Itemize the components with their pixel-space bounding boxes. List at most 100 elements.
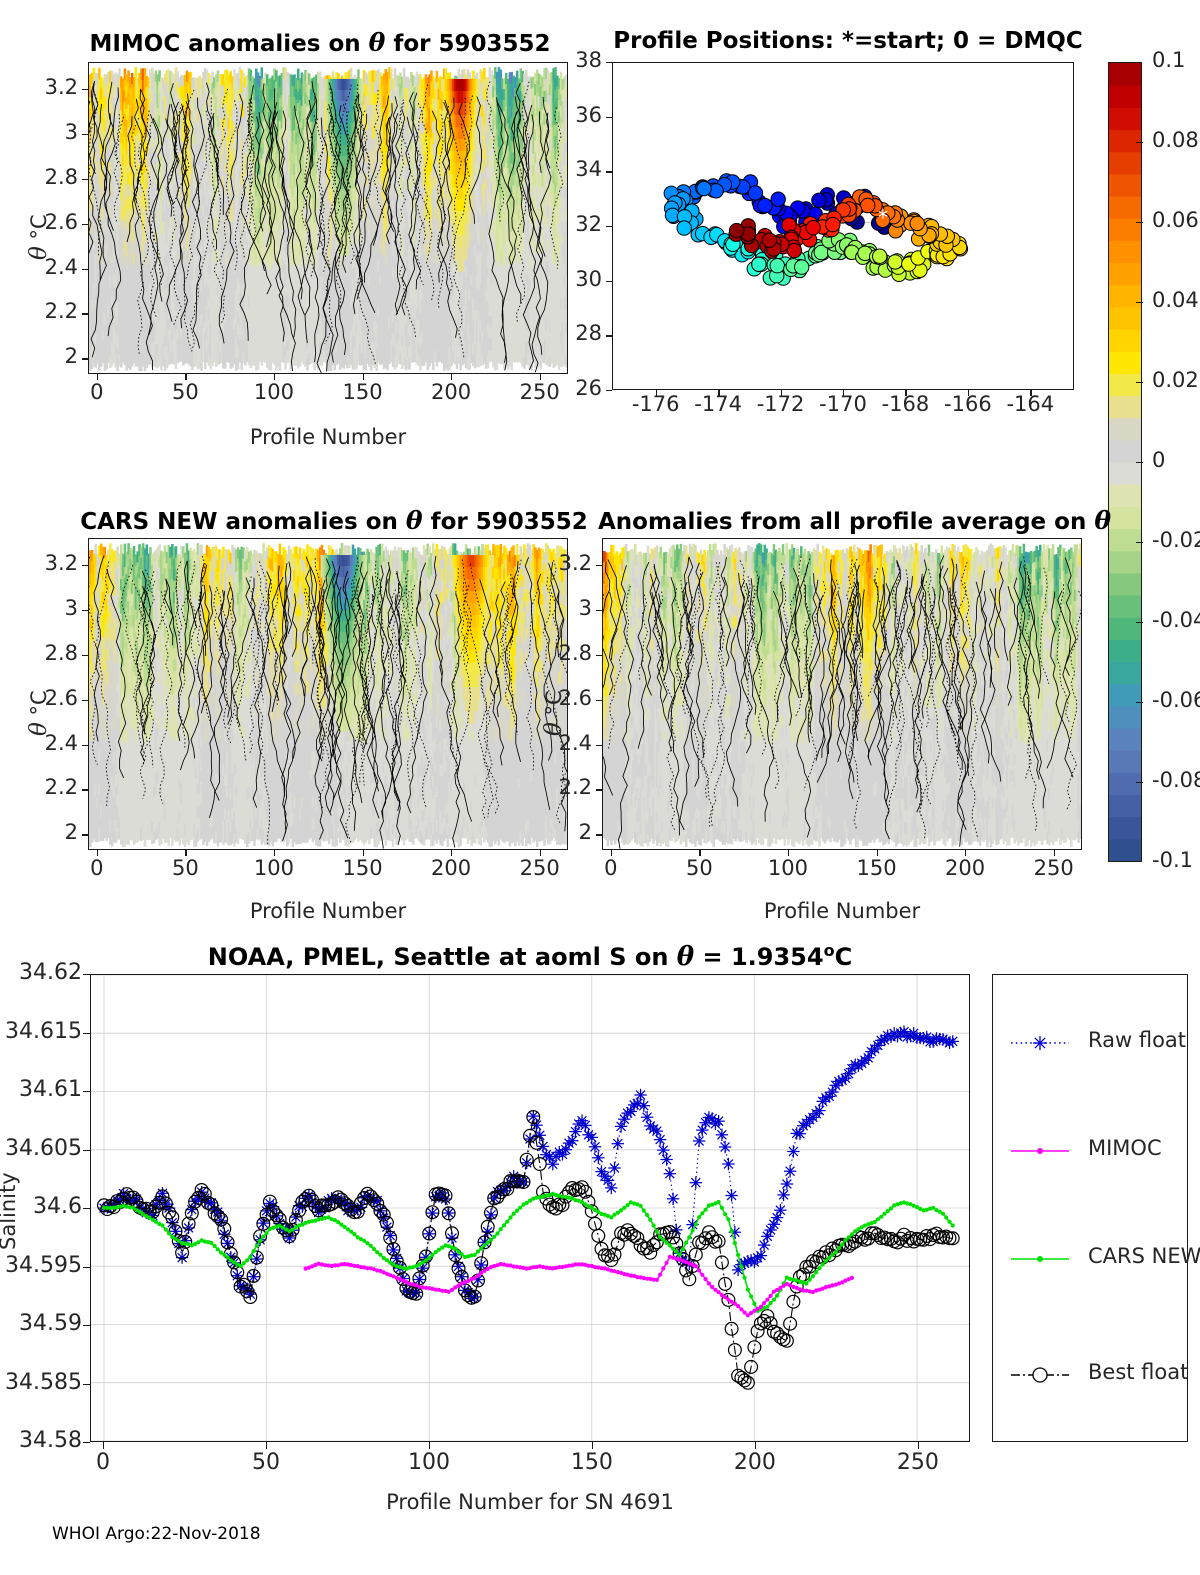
cars-xticks-0: 0: [57, 856, 137, 880]
cars-ytick-mark: [82, 744, 88, 746]
cars-axes: [88, 538, 568, 850]
apf-ytick-mark: [596, 699, 602, 701]
legend-label-raw-float: Raw float: [1088, 1028, 1186, 1052]
salinity-ytick-mark: [83, 1325, 90, 1327]
sal-xticks-1: 50: [226, 1450, 306, 1475]
mimoc-xtick-mark: [96, 374, 99, 380]
map-yticks-4: 34: [502, 157, 602, 181]
cars-ytick-mark: [82, 834, 88, 836]
apf-ytick-mark: [596, 654, 602, 657]
sal-yticks-7: 34.615: [0, 1019, 82, 1044]
colorbar-tick-1: 0.08: [1152, 128, 1199, 152]
sal-yticks-5: 34.605: [0, 1136, 82, 1161]
sal-yticks-3: 34.595: [0, 1253, 82, 1278]
apf-xtick-mark: [787, 850, 790, 856]
map-xticks-6: -164: [990, 392, 1070, 416]
colorbar-tick-3: 0.04: [1152, 288, 1199, 312]
map-xtick-mark: [780, 390, 782, 396]
apf-yticks-5: 3: [492, 596, 592, 620]
sal-xticks-3: 150: [552, 1450, 632, 1475]
mimoc-ytick-mark: [82, 313, 88, 315]
cars-ytick-mark: [82, 564, 88, 567]
map-ytick-mark: [606, 171, 612, 173]
apf-xticks-5: 250: [1014, 856, 1094, 880]
map-xticks-4: -168: [865, 392, 945, 416]
mimoc-yticks-1: 2.2: [0, 299, 78, 323]
cars-title: CARS NEW anomalies on θ for 5903552: [74, 506, 594, 535]
cars-xticks-4: 200: [411, 856, 491, 880]
sal-xticks-5: 250: [878, 1450, 958, 1475]
legend-label-best-float: Best float: [1088, 1360, 1188, 1384]
apf-xticks-4: 200: [925, 856, 1005, 880]
map-xtick-mark: [1030, 390, 1032, 396]
salinity-xtick-mark: [428, 1442, 431, 1449]
apf-xtick-mark: [699, 850, 701, 856]
apf-ytick-mark: [596, 834, 602, 836]
mimoc-ytick-mark: [82, 88, 88, 91]
apf-xtick-mark: [965, 850, 967, 856]
salinity-title: NOAA, PMEL, Seattle at aoml S on θ = 1.9…: [90, 941, 970, 972]
sal-yticks-1: 34.585: [0, 1370, 82, 1395]
mimoc-xticks-1: 50: [145, 380, 225, 404]
map-ytick-mark: [606, 335, 612, 337]
sal-yticks-6: 34.61: [0, 1077, 82, 1102]
salinity-xtick-mark: [591, 1442, 594, 1449]
map-yticks-5: 36: [502, 103, 602, 127]
colorbar-strip: [1108, 62, 1142, 862]
apf-yticks-2: 2.4: [492, 731, 592, 755]
mimoc-title: MIMOC anomalies on θ for 5903552: [60, 28, 580, 57]
apf-yticks-6: 3.2: [492, 551, 592, 575]
cars-yticks-5: 3: [0, 596, 78, 620]
map-xticks-1: -174: [678, 392, 758, 416]
mimoc-xlabel: Profile Number: [88, 425, 568, 449]
map-xticks-3: -170: [803, 392, 883, 416]
mimoc-yticks-5: 3: [0, 120, 78, 144]
mimoc-xticks-2: 100: [234, 380, 314, 404]
mimoc-ytick-mark: [82, 133, 88, 136]
mimoc-xtick-mark: [539, 374, 542, 380]
colorbar-tick-8: -0.06: [1152, 688, 1200, 712]
map-ytick-mark: [606, 280, 612, 283]
mimoc-ytick-mark: [82, 223, 88, 225]
cars-xtick-mark: [96, 850, 99, 856]
cars-ytick-mark: [82, 609, 88, 612]
salinity-xtick-mark: [103, 1442, 105, 1449]
cars-yticks-6: 3.2: [0, 551, 78, 575]
map-yticks-3: 32: [502, 212, 602, 236]
apf-ytick-mark: [596, 744, 602, 746]
legend-label-cars-new: CARS NEW: [1088, 1244, 1200, 1268]
mimoc-yticks-3: 2.6: [0, 210, 78, 234]
mimoc-pcolor: [89, 63, 567, 373]
map-yticks-2: 30: [502, 267, 602, 291]
colorbar-tick-6: -0.02: [1152, 528, 1200, 552]
cars-xtick-mark: [362, 850, 364, 856]
map-yticks-0: 26: [502, 376, 602, 400]
map-xticks-2: -172: [741, 392, 821, 416]
map-yticks-6: 38: [502, 48, 602, 72]
apf-xticks-3: 150: [837, 856, 917, 880]
mimoc-xtick-mark: [362, 374, 364, 380]
sal-xticks-2: 100: [389, 1450, 469, 1475]
mimoc-xtick-mark: [451, 374, 453, 380]
mimoc-ytick-mark: [82, 178, 88, 181]
salinity-ytick-mark: [83, 1442, 90, 1444]
map-xticks-0: -176: [616, 392, 696, 416]
sal-yticks-4: 34.6: [0, 1194, 82, 1219]
cars-xtick-mark: [185, 850, 187, 856]
map-ytick-mark: [606, 62, 612, 64]
figure-footer: WHOI Argo:22-Nov-2018: [52, 1524, 261, 1544]
salinity-ytick-mark: [83, 974, 90, 976]
colorbar-tick-mark: [1136, 542, 1143, 544]
legend-label-mimoc: MIMOC: [1088, 1136, 1162, 1160]
colorbar-tick-mark: [1136, 622, 1143, 624]
colorbar-tick-7: -0.04: [1152, 608, 1200, 632]
map-yticks-1: 28: [502, 321, 602, 345]
map-xtick-mark: [967, 390, 970, 396]
apf-xtick-mark: [1053, 850, 1056, 856]
mimoc-yticks-4: 2.8: [0, 165, 78, 189]
cars-ytick-mark: [82, 789, 88, 791]
salinity-ytick-mark: [83, 1383, 90, 1385]
sal-yticks-8: 34.62: [0, 960, 82, 985]
apf-xticks-0: 0: [571, 856, 651, 880]
